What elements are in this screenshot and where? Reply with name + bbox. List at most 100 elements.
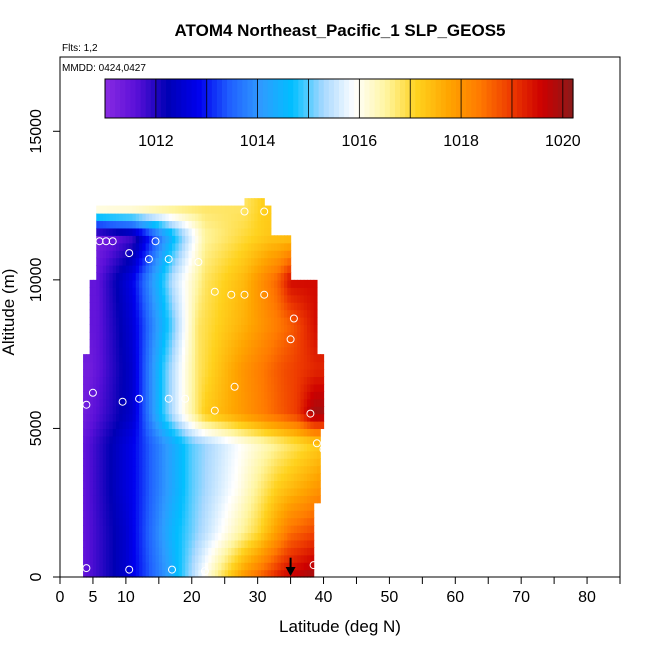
heatmap-cell: [267, 547, 272, 556]
heatmap-cell: [125, 517, 130, 526]
heatmap-cell: [129, 302, 134, 311]
heatmap-cell: [135, 406, 140, 415]
heatmap-cell: [122, 495, 127, 504]
heatmap-cell: [132, 443, 137, 452]
heatmap-cell: [165, 317, 170, 326]
heatmap-cell: [139, 235, 143, 244]
heatmap-cell: [280, 398, 285, 407]
heatmap-cell: [267, 361, 272, 370]
heatmap-cell: [116, 309, 120, 318]
heatmap-cell: [185, 517, 190, 526]
heatmap-cell: [228, 272, 232, 281]
heatmap-cell: [218, 465, 223, 474]
heatmap-cell: [132, 435, 137, 444]
heatmap-cell: [231, 346, 236, 355]
heatmap-cell: [139, 539, 143, 548]
heatmap-cell: [145, 398, 150, 407]
heatmap-cell: [224, 487, 229, 496]
heatmap-cell: [112, 250, 117, 259]
heatmap-cell: [139, 562, 143, 571]
heatmap-cell: [116, 302, 120, 311]
heatmap-cell: [208, 562, 213, 571]
heatmap-cell: [152, 302, 157, 311]
heatmap-cell: [254, 525, 259, 534]
heatmap-cell: [284, 525, 288, 534]
heatmap-cell: [96, 294, 101, 303]
heatmap-cell: [264, 495, 269, 504]
heatmap-cell: [175, 391, 180, 400]
heatmap-cell: [116, 525, 120, 534]
heatmap-cell: [119, 331, 124, 340]
heatmap-cell: [284, 502, 288, 511]
heatmap-cell: [175, 272, 180, 281]
colorbar-swatch: [384, 79, 391, 118]
heatmap-cell: [303, 354, 308, 363]
heatmap-cell: [290, 339, 295, 348]
heatmap-cell: [96, 391, 101, 400]
y-tick-label: 10000: [28, 258, 45, 303]
heatmap-cell: [152, 235, 157, 244]
heatmap-cell: [224, 554, 229, 563]
heatmap-cell: [293, 562, 298, 571]
heatmap-cell: [310, 487, 315, 496]
heatmap-cell: [172, 339, 176, 348]
heatmap-cell: [274, 302, 279, 311]
heatmap-cell: [109, 309, 114, 318]
heatmap-cell: [195, 242, 199, 251]
heatmap-cell: [129, 220, 134, 229]
heatmap-cell: [132, 272, 137, 281]
colorbar-swatch: [283, 79, 289, 118]
heatmap-cell: [92, 369, 97, 378]
heatmap-cell: [221, 554, 226, 563]
heatmap-cell: [303, 302, 308, 311]
heatmap-cell: [116, 510, 120, 519]
colorbar-swatch: [496, 79, 503, 118]
colorbar-swatch: [486, 79, 493, 118]
heatmap-cell: [237, 383, 242, 392]
heatmap-cell: [247, 473, 252, 482]
heatmap-cell: [247, 391, 252, 400]
heatmap-cell: [188, 317, 193, 326]
heatmap-cell: [92, 487, 97, 496]
heatmap-cell: [267, 465, 272, 474]
heatmap-cell: [313, 287, 318, 296]
heatmap-cell: [237, 547, 242, 556]
heatmap-cell: [191, 331, 196, 340]
heatmap-cell: [116, 517, 120, 526]
heatmap-cell: [316, 428, 321, 437]
heatmap-cell: [155, 213, 160, 222]
heatmap-cell: [228, 539, 232, 548]
heatmap-cell: [303, 532, 308, 541]
arrow-head: [285, 567, 296, 576]
heatmap-cell: [122, 450, 127, 459]
heatmap-cell: [277, 443, 282, 452]
heatmap-cell: [102, 294, 107, 303]
observation-point: [135, 394, 144, 403]
heatmap-cell: [280, 465, 285, 474]
heatmap-cell: [244, 398, 249, 407]
heatmap-cell: [293, 487, 298, 496]
heatmap-cell: [231, 539, 236, 548]
heatmap-cell: [175, 480, 180, 489]
heatmap-cell: [181, 480, 186, 489]
heatmap-cell: [119, 265, 124, 274]
heatmap-cell: [224, 272, 229, 281]
heatmap-cell: [92, 346, 97, 355]
heatmap-cell: [307, 309, 311, 318]
heatmap-cell: [116, 272, 120, 281]
heatmap-cell: [181, 317, 186, 326]
heatmap-cell: [260, 480, 265, 489]
heatmap-cell: [277, 450, 282, 459]
heatmap-cell: [254, 324, 259, 333]
heatmap-cell: [139, 458, 143, 467]
heatmap-cell: [129, 547, 134, 556]
heatmap-cell: [297, 346, 302, 355]
heatmap-cell: [83, 413, 87, 422]
heatmap-cell: [218, 369, 223, 378]
heatmap-cell: [181, 294, 186, 303]
colorbar-swatch: [267, 79, 274, 118]
heatmap-cell: [224, 317, 229, 326]
heatmap-cell: [181, 569, 186, 578]
heatmap-cell: [83, 398, 87, 407]
heatmap-cell: [145, 421, 150, 430]
